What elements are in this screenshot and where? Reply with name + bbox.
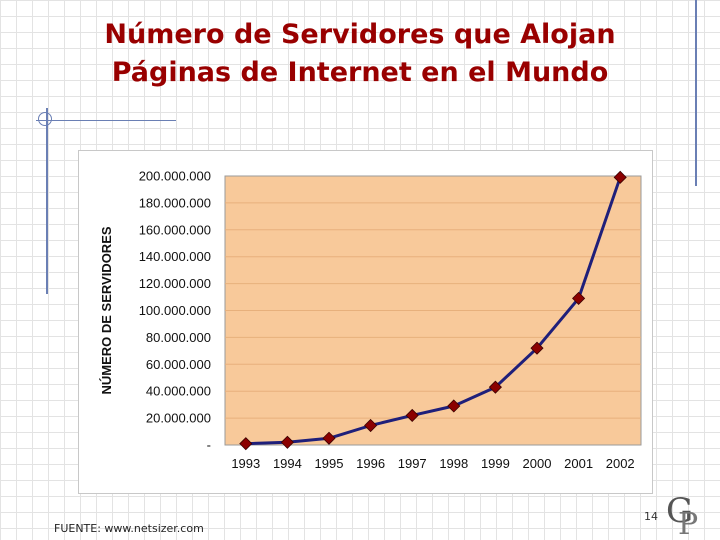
y-tick-label: - (207, 438, 211, 453)
y-tick-label: 20.000.000 (146, 411, 211, 426)
decorative-right-line (695, 0, 697, 186)
x-tick-label: 1995 (315, 456, 344, 471)
y-tick-label: 120.000.000 (139, 276, 211, 291)
data-point-marker (572, 291, 586, 305)
slide-title: Número de Servidores que Alojan Páginas … (40, 16, 680, 92)
decorative-circle (38, 112, 52, 126)
gridlines (225, 202, 641, 419)
data-markers (239, 170, 627, 451)
y-tick-label: 140.000.000 (139, 249, 211, 264)
source-note: FUENTE: www.netsizer.com (54, 522, 204, 535)
data-point-marker (613, 170, 627, 184)
y-tick-label: 160.000.000 (139, 222, 211, 237)
data-point-marker (530, 341, 544, 355)
decorative-horizontal-line (36, 120, 176, 121)
data-point-marker (405, 408, 419, 422)
logo-letter-p: P (678, 507, 698, 538)
x-axis-tick-labels: 1993 1994 1995 1996 1997 1998 1999 2000 2001 2002 (231, 456, 634, 471)
title-line-1: Número de Servidores que Alojan (104, 19, 616, 50)
y-tick-label: 80.000.000 (146, 330, 211, 345)
x-tick-label: 2001 (564, 456, 593, 471)
y-tick-label: 200.000.000 (139, 169, 211, 184)
data-point-marker (364, 418, 378, 433)
y-tick-label: 40.000.000 (146, 384, 211, 399)
x-tick-label: 2000 (523, 456, 552, 471)
title-line-2: Páginas de Internet en el Mundo (111, 57, 609, 88)
y-tick-label: 60.000.000 (146, 357, 211, 372)
x-tick-label: 1999 (481, 456, 510, 471)
data-point-marker (447, 399, 461, 413)
gp-logo: G P (666, 491, 698, 538)
chart-frame: - 20.000.000 40.000.000 60.000.000 80.000.00… (78, 150, 653, 494)
data-point-marker (280, 435, 294, 449)
x-tick-label: 1998 (439, 456, 468, 471)
y-tick-label: 100.000.000 (139, 303, 211, 318)
y-tick-label: 180.000.000 (139, 195, 211, 210)
x-tick-label: 1993 (231, 456, 260, 471)
page-number: 14 (644, 510, 658, 523)
x-tick-label: 1997 (398, 456, 427, 471)
series-line (245, 176, 622, 446)
logo-letter-g: G (666, 491, 693, 531)
line-chart: - 20.000.000 40.000.000 60.000.000 80.000.00… (99, 169, 642, 471)
data-point-marker (322, 431, 336, 445)
y-axis-tick-labels: - 20.000.000 40.000.000 60.000.000 80.000.00… (139, 169, 211, 453)
data-point-marker (239, 437, 253, 451)
data-point-marker (488, 380, 502, 394)
decorative-vertical-line (46, 108, 48, 294)
y-axis-label: NÚMERO DE SERVIDORES (99, 226, 114, 394)
x-tick-label: 1994 (273, 456, 302, 471)
x-tick-label: 1996 (356, 456, 385, 471)
x-tick-label: 2002 (606, 456, 635, 471)
